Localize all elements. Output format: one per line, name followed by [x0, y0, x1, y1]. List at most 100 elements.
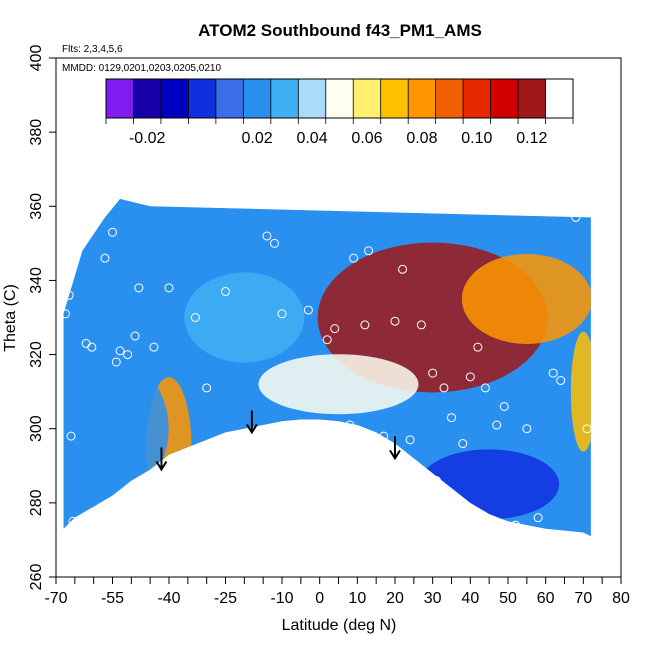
observation-point — [322, 335, 332, 345]
colorbar-swatch — [380, 79, 409, 118]
observation-point — [66, 431, 76, 441]
colorbar-swatch — [243, 79, 272, 118]
observation-point — [330, 324, 340, 334]
observation-point — [416, 320, 426, 330]
observation-point — [364, 246, 374, 256]
colorbar-tick-label: 0.04 — [296, 130, 327, 147]
colorbar-swatch — [270, 79, 299, 118]
observation-point — [511, 520, 521, 530]
observation-point — [390, 316, 400, 326]
field-region — [184, 272, 305, 363]
observation-point — [87, 342, 97, 352]
observation-point — [405, 435, 415, 445]
field-region — [419, 449, 560, 520]
observation-point — [115, 346, 125, 356]
observation-point — [221, 287, 230, 297]
y-tick-label: 400 — [28, 45, 45, 72]
colorbar-tick-label: 0.12 — [516, 130, 547, 147]
y-tick-label: 380 — [28, 119, 45, 146]
colorbar-swatch — [325, 79, 354, 118]
x-tick-label: 40 — [461, 590, 479, 607]
observation-point — [428, 368, 438, 378]
colorbar-swatch — [518, 79, 547, 118]
y-tick-label: 280 — [28, 489, 45, 516]
colorbar-swatch — [353, 79, 382, 118]
observation-point — [465, 372, 475, 382]
y-tick-label: 340 — [28, 267, 45, 294]
colorbar-tick-label: 0.08 — [406, 130, 437, 147]
colorbar-swatch — [106, 79, 134, 118]
colorbar-swatch — [435, 79, 464, 118]
observation-point — [480, 383, 490, 393]
observation-point — [431, 476, 441, 486]
observation-point — [134, 283, 144, 293]
colorbar-tick-label: -0.02 — [129, 130, 166, 147]
arrow-head — [246, 423, 258, 435]
colorbar-ticks: -0.02 0.02 0.04 0.06 0.08 0.10 0.12 — [129, 130, 547, 147]
arrow-head — [155, 460, 168, 472]
colorbar-swatch — [215, 79, 244, 118]
flights-note: Flts: 2,3,4,5,6 — [62, 44, 123, 55]
observation-point — [269, 238, 279, 248]
observation-point — [360, 320, 370, 330]
x-tick-label: -25 — [214, 590, 237, 607]
observation-point — [556, 376, 566, 386]
observation-point — [548, 368, 558, 378]
observation-point — [60, 309, 70, 319]
x-tick-label: 70 — [574, 590, 592, 607]
x-axis: -70 -55 -40 -25 -10 0 10 20 30 40 50 60 70 80 — [44, 576, 630, 607]
observation-point — [262, 231, 272, 241]
observation-point — [164, 283, 174, 293]
observation-point — [277, 309, 287, 319]
y-tick-label: 260 — [28, 564, 45, 591]
y-tick-label: 320 — [28, 341, 45, 368]
observation-points — [60, 212, 592, 530]
observation-point — [179, 453, 189, 463]
observation-point — [349, 253, 359, 263]
colorbar-swatch — [188, 79, 217, 118]
colorbar — [105, 78, 574, 124]
colorbar-swatch — [160, 79, 189, 118]
observation-point — [473, 342, 483, 352]
observation-point — [533, 513, 543, 523]
field-region — [461, 253, 591, 344]
colorbar-tick-label: 0.06 — [351, 130, 382, 147]
colorbar-swatch — [133, 79, 162, 118]
colorbar-swatch — [408, 79, 437, 118]
x-axis-title: Latitude (deg N) — [282, 617, 397, 634]
observation-point — [64, 290, 74, 300]
observation-point — [190, 313, 200, 322]
observation-point — [379, 431, 389, 441]
x-tick-label: 0 — [315, 590, 324, 607]
x-tick-label: 60 — [537, 590, 555, 607]
observation-point — [458, 439, 468, 449]
observation-point — [492, 420, 502, 430]
observation-point — [68, 516, 78, 526]
arrow-head — [389, 449, 401, 461]
observation-point — [149, 342, 159, 352]
x-tick-label: -70 — [44, 590, 67, 607]
observation-point — [303, 305, 313, 315]
colorbar-swatch — [463, 79, 492, 118]
field-region — [63, 348, 169, 509]
observation-point — [522, 424, 532, 434]
x-tick-label: 30 — [424, 590, 442, 607]
y-tick-label: 360 — [28, 193, 45, 220]
x-tick-label: 20 — [386, 590, 404, 607]
observation-point — [345, 420, 355, 430]
observation-point — [100, 253, 110, 263]
colorbar-tick-label: 0.02 — [242, 130, 273, 147]
chart-title: ATOM2 Southbound f43_PM1_AMS — [198, 21, 482, 40]
x-tick-label: 10 — [348, 590, 366, 607]
x-tick-label: 80 — [612, 590, 630, 607]
field-region — [570, 331, 591, 452]
x-tick-label: -40 — [157, 590, 180, 607]
observation-point — [447, 413, 456, 423]
observation-point — [202, 383, 212, 393]
colorbar-swatch — [490, 79, 519, 118]
observation-point — [499, 401, 509, 411]
observation-point — [398, 264, 408, 274]
colorbar-swatch — [298, 79, 327, 118]
observation-point — [582, 424, 592, 434]
